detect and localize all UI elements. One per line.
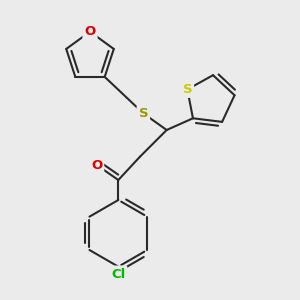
- Text: S: S: [139, 107, 148, 120]
- Text: Cl: Cl: [111, 268, 125, 281]
- Text: O: O: [91, 158, 102, 172]
- Text: O: O: [84, 25, 96, 38]
- Text: S: S: [182, 83, 192, 96]
